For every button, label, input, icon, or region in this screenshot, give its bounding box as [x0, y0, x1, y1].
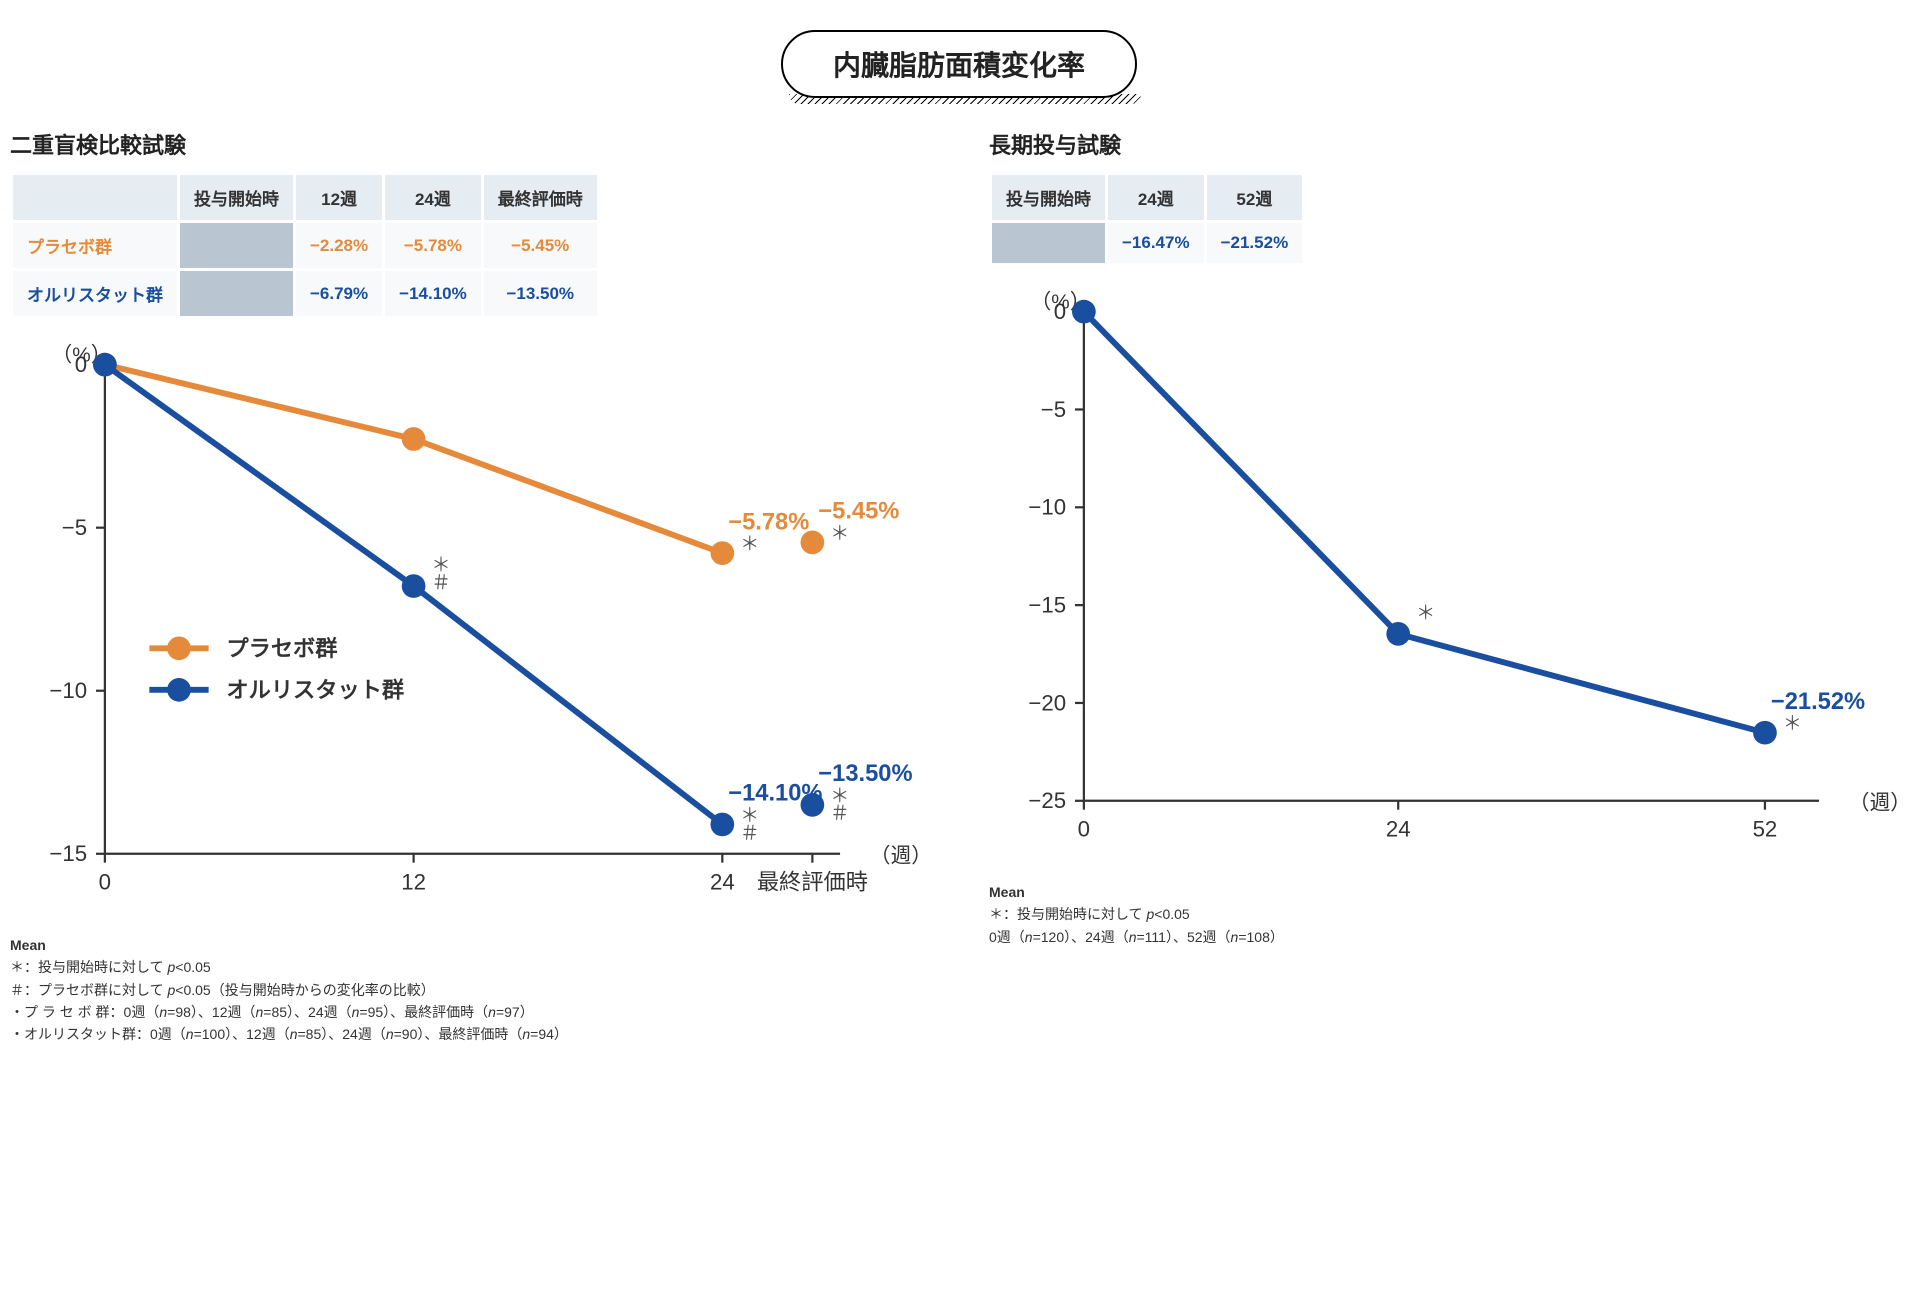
table-cell	[991, 222, 1107, 265]
svg-text:−21.52%: −21.52%	[1771, 689, 1865, 715]
svg-text:＃: ＃	[740, 823, 759, 844]
svg-text:−5: −5	[1041, 397, 1066, 422]
row-label: オルリスタット群	[12, 270, 179, 318]
table-row: プラセボ群 −2.28%−5.78%−5.45%	[12, 222, 599, 270]
table-cell	[179, 222, 295, 270]
table-cell: −6.79%	[295, 270, 384, 318]
svg-text:−13.50%: −13.50%	[818, 761, 912, 787]
table-cell: −14.10%	[384, 270, 483, 318]
table-header: 24週	[1107, 174, 1206, 222]
table-header: 投与開始時	[991, 174, 1107, 222]
footnote-line: ＊：投与開始時に対して p<0.05	[989, 903, 1908, 925]
svg-text:0: 0	[99, 869, 111, 894]
svg-text:−5.78%: −5.78%	[728, 509, 809, 535]
svg-text:24: 24	[1386, 816, 1411, 841]
svg-text:＊: ＊	[1416, 603, 1435, 624]
svg-text:（週）: （週）	[870, 845, 929, 868]
table-header: 最終評価時	[482, 174, 598, 222]
table-row: −16.47%−21.52%	[991, 222, 1304, 265]
svg-text:−25: −25	[1028, 788, 1066, 813]
table-cell: −2.28%	[295, 222, 384, 270]
table-cell: −16.47%	[1107, 222, 1206, 265]
footnote-line: ＊：投与開始時に対して p<0.05	[10, 956, 929, 978]
left-chart: （%）（週）0−5−10−1501224最終評価時−5.78%＊−5.45%＊＊…	[10, 335, 929, 928]
svg-text:−15: −15	[49, 841, 87, 866]
svg-text:24: 24	[710, 869, 735, 894]
svg-text:52: 52	[1753, 816, 1778, 841]
svg-text:0: 0	[75, 352, 87, 377]
table-header: 24週	[384, 174, 483, 222]
right-footnotes: Mean＊：投与開始時に対して p<0.050週（n=120）、24週（n=11…	[989, 881, 1908, 948]
svg-text:0: 0	[1054, 299, 1066, 324]
right-chart: （%）（週）0−5−10−15−20−2502452＊−21.52%＊	[989, 282, 1908, 875]
table-row: オルリスタット群 −6.79%−14.10%−13.50%	[12, 270, 599, 318]
svg-text:−5.45%: −5.45%	[818, 499, 899, 525]
table-header	[12, 174, 179, 222]
table-header: 投与開始時	[179, 174, 295, 222]
right-table: 投与開始時24週52週 −16.47%−21.52%	[989, 172, 1305, 266]
svg-text:＊: ＊	[740, 534, 759, 555]
right-panel-title: 長期投与試験	[989, 128, 1908, 160]
left-panel-title: 二重盲検比較試験	[10, 128, 929, 160]
footnote-line: Mean	[989, 881, 1908, 903]
svg-text:＃: ＃	[830, 804, 849, 825]
svg-text:−15: −15	[1028, 593, 1066, 618]
left-panel: 二重盲検比較試験 投与開始時12週24週最終評価時 プラセボ群−2.28%−5.…	[10, 128, 929, 1046]
table-cell: −5.78%	[384, 222, 483, 270]
footnote-line: ・プ ラ セ ボ 群：0週（n=98）、12週（n=85）、24週（n=95）、…	[10, 1001, 929, 1023]
svg-text:プラセボ群: プラセボ群	[226, 635, 337, 661]
svg-text:＊: ＊	[830, 523, 849, 544]
svg-text:12: 12	[401, 869, 426, 894]
svg-text:−10: −10	[1028, 495, 1066, 520]
footnote-line: 0週（n=120）、24週（n=111）、52週（n=108）	[989, 926, 1908, 948]
row-label: プラセボ群	[12, 222, 179, 270]
svg-text:−20: −20	[1028, 690, 1066, 715]
table-header: 52週	[1205, 174, 1304, 222]
footnote-line: Mean	[10, 934, 929, 956]
svg-text:最終評価時: 最終評価時	[757, 869, 868, 894]
svg-text:0: 0	[1078, 816, 1090, 841]
svg-text:オルリスタット群: オルリスタット群	[226, 676, 404, 702]
svg-text:＃: ＃	[431, 573, 450, 594]
svg-text:（週）: （週）	[1849, 792, 1908, 815]
table-header: 12週	[295, 174, 384, 222]
table-cell: −5.45%	[482, 222, 598, 270]
table-cell: −13.50%	[482, 270, 598, 318]
footnote-line: ・オルリスタット群：0週（n=100）、12週（n=85）、24週（n=90）、…	[10, 1023, 929, 1045]
svg-text:−5: −5	[62, 515, 87, 540]
table-cell: −21.52%	[1205, 222, 1304, 265]
svg-text:−10: −10	[49, 678, 87, 703]
left-footnotes: Mean＊：投与開始時に対して p<0.05＃：プラセボ群に対して p<0.05…	[10, 934, 929, 1046]
page-title: 内臓脂肪面積変化率	[781, 30, 1137, 98]
right-panel: 長期投与試験 投与開始時24週52週 −16.47%−21.52% （%）（週）…	[989, 128, 1908, 948]
svg-text:＊: ＊	[1783, 714, 1802, 735]
table-cell	[179, 270, 295, 318]
footnote-line: ＃：プラセボ群に対して p<0.05（投与開始時からの変化率の比較）	[10, 979, 929, 1001]
left-table: 投与開始時12週24週最終評価時 プラセボ群 −2.28%−5.78%−5.45%…	[10, 172, 600, 319]
